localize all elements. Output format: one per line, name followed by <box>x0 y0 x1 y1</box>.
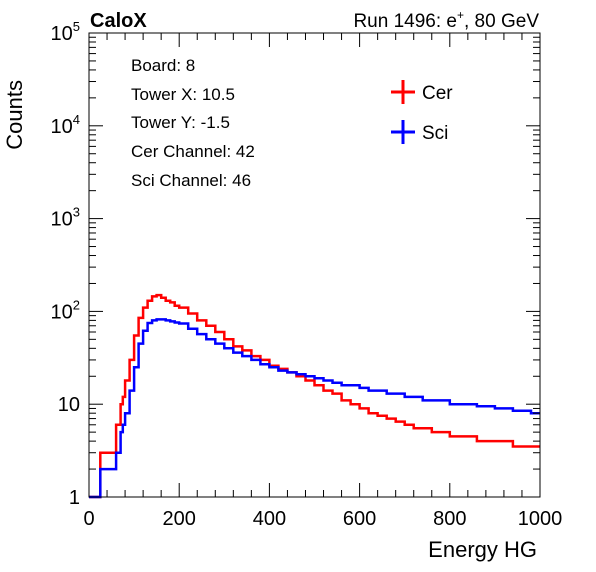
x-tick-label: 200 <box>163 508 196 530</box>
info-sci-channel: Sci Channel: 46 <box>131 171 251 190</box>
x-tick-label: 600 <box>343 508 376 530</box>
experiment-label: CaloX <box>90 10 147 32</box>
info-board: Board: 8 <box>131 56 195 75</box>
y-tick-label: 103 <box>51 205 80 231</box>
y-tick-label: 104 <box>51 112 80 138</box>
x-tick-label: 0 <box>83 508 94 530</box>
info-tower-y: Tower Y: -1.5 <box>131 113 230 132</box>
y-tick-label: 1 <box>69 487 80 509</box>
legend-cer-label: Cer <box>422 83 453 104</box>
legend-sci-label: Sci <box>422 123 448 144</box>
x-axis-label: Energy HG <box>428 537 537 562</box>
info-cer-channel: Cer Channel: 42 <box>131 142 255 161</box>
x-tick-label: 800 <box>433 508 466 530</box>
y-axis-label: Counts <box>2 80 27 150</box>
run-info-label: Run 1496: e+, 80 GeV <box>353 8 539 32</box>
plot-frame <box>88 32 541 498</box>
series-cer-line <box>89 293 540 499</box>
y-tick-label: 102 <box>51 297 80 323</box>
series-sci-line <box>89 318 540 499</box>
legend: Cer Sci <box>391 80 453 144</box>
y-tick-label: 10 <box>58 394 80 416</box>
info-box <box>120 48 360 198</box>
info-tower-x: Tower X: 10.5 <box>131 85 235 104</box>
axes-layer: 0 200 400 600 800 1000 1 10 102 103 104 105 <box>51 19 563 530</box>
x-tick-label: 400 <box>253 508 286 530</box>
x-tick-label: 1000 <box>518 508 563 530</box>
y-tick-label: 105 <box>51 19 80 45</box>
series-layer <box>89 293 540 499</box>
